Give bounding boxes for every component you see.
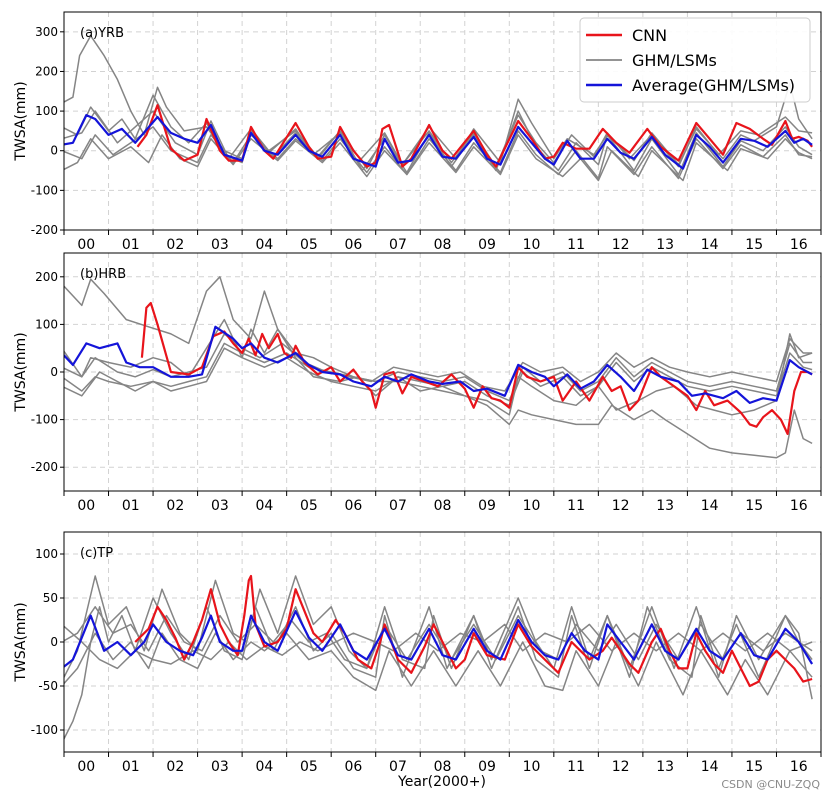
y-tick-label: 0 xyxy=(50,635,58,649)
x-tick-label: 03 xyxy=(211,498,229,514)
x-tick-label: 06 xyxy=(345,498,363,514)
x-tick-label: 15 xyxy=(745,237,763,253)
y-axis-label: TWSA(mm) xyxy=(13,81,29,161)
series-line-average-ghm-lsm-c-1 xyxy=(64,610,814,669)
x-tick-label: 05 xyxy=(300,237,318,253)
x-tick-label: 04 xyxy=(255,498,273,514)
y-tick-label: 0 xyxy=(50,144,58,158)
y-tick-label: 100 xyxy=(35,317,58,331)
series-line-ghm-lsm-b-4 xyxy=(64,342,813,402)
x-tick-label: 11 xyxy=(567,498,585,514)
legend-label: CNN xyxy=(632,26,667,45)
x-tick-label: 14 xyxy=(701,759,719,775)
x-tick-label: 06 xyxy=(345,759,363,775)
series-line-average-ghm-lsm-a-1 xyxy=(64,113,813,170)
panel-b-hrb: -200 -100 0 100 200 00 01 02 03 04 05 06 07 08 09 10 11 1… xyxy=(13,252,822,514)
x-tick-label: 00 xyxy=(77,498,95,514)
x-tick-label: 16 xyxy=(790,237,808,253)
x-tick-label: 11 xyxy=(567,759,585,775)
y-tick-label: -50 xyxy=(38,679,58,693)
panel-title: (b)HRB xyxy=(80,267,126,282)
series-line-cnn-b-0 xyxy=(140,301,813,435)
series-line-ghm-lsm-c-6 xyxy=(64,623,813,670)
x-tick-label: 03 xyxy=(211,237,229,253)
x-tick-label: 07 xyxy=(389,759,407,775)
x-tick-label: 05 xyxy=(300,759,318,775)
watermark: CSDN @CNU-ZQQ xyxy=(721,778,820,791)
x-tick-label: 10 xyxy=(523,237,541,253)
series-line-cnn-c-0 xyxy=(134,574,813,688)
legend: CNN GHM/LSMs Average(GHM/LSMs) xyxy=(579,17,811,103)
y-axis-label: TWSA(mm) xyxy=(13,332,29,412)
x-tick-label: 08 xyxy=(434,237,452,253)
series-line-ghm-lsm-c-5 xyxy=(64,606,813,670)
x-tick-label: 15 xyxy=(745,498,763,514)
x-tick-label: 12 xyxy=(612,237,630,253)
x-tick-label: 08 xyxy=(434,759,452,775)
x-tick-label: 00 xyxy=(77,237,95,253)
x-axis-label: Year(2000+) xyxy=(397,774,486,790)
x-tick-label: 03 xyxy=(211,759,229,775)
y-tick-label: -100 xyxy=(31,183,58,197)
x-tick-label: 06 xyxy=(345,237,363,253)
panel-title: (a)YRB xyxy=(80,26,124,41)
x-tick-label: 00 xyxy=(77,759,95,775)
series-line-ghm-lsm-a-6 xyxy=(64,134,813,182)
x-tick-label: 07 xyxy=(389,498,407,514)
x-tick-label: 10 xyxy=(523,498,541,514)
x-tick-label: 12 xyxy=(612,498,630,514)
x-tick-label: 11 xyxy=(567,237,585,253)
x-tick-label: 15 xyxy=(745,759,763,775)
y-tick-label: 200 xyxy=(35,270,58,284)
legend-label: Average(GHM/LSMs) xyxy=(632,76,795,95)
axes-frame xyxy=(63,11,822,231)
x-tick-label: 05 xyxy=(300,498,318,514)
legend-label: GHM/LSMs xyxy=(632,51,717,70)
legend-box xyxy=(579,17,811,103)
x-tick-label: 08 xyxy=(434,498,452,514)
x-tick-label: 02 xyxy=(166,237,184,253)
x-tick-label: 02 xyxy=(166,498,184,514)
x-tick-label: 14 xyxy=(701,498,719,514)
x-tick-label: 04 xyxy=(255,237,273,253)
panel-c-tp: -100 -50 0 50 100 00 01 02 03 04 05 06 07 08 09 10 11 12 1… xyxy=(13,531,822,775)
x-tick-label: 13 xyxy=(656,759,674,775)
y-axis-label: TWSA(mm) xyxy=(13,602,29,682)
series-line-average-ghm-lsm-b-1 xyxy=(64,325,813,404)
x-tick-label: 01 xyxy=(122,237,140,253)
y-tick-label: -100 xyxy=(31,413,58,427)
y-tick-label: 300 xyxy=(35,25,58,39)
x-tick-label: 13 xyxy=(656,498,674,514)
x-tick-label: 09 xyxy=(478,498,496,514)
series-line-ghm-lsm-a-3 xyxy=(64,94,813,168)
y-tick-label: -200 xyxy=(31,223,58,237)
x-tick-label: 13 xyxy=(656,237,674,253)
series-line-ghm-lsm-b-6 xyxy=(64,333,813,392)
x-tick-label: 09 xyxy=(478,759,496,775)
y-tick-label: -200 xyxy=(31,460,58,474)
x-tick-label: 16 xyxy=(790,498,808,514)
x-tick-label: 01 xyxy=(122,498,140,514)
y-tick-label: 200 xyxy=(35,64,58,78)
series-line-ghm-lsm-b-5 xyxy=(64,347,813,407)
series-line-ghm-lsm-b-2 xyxy=(64,276,813,459)
x-tick-label: 01 xyxy=(122,759,140,775)
x-tick-label: 12 xyxy=(612,759,630,775)
y-tick-label: 100 xyxy=(35,547,58,561)
x-tick-label: 07 xyxy=(389,237,407,253)
x-tick-label: 14 xyxy=(701,237,719,253)
y-tick-label: 50 xyxy=(43,591,58,605)
panel-title: (c)TP xyxy=(80,546,113,561)
y-tick-label: 100 xyxy=(35,104,58,118)
y-tick-label: -100 xyxy=(31,723,58,737)
y-tick-label: 0 xyxy=(50,365,58,379)
x-tick-label: 09 xyxy=(478,237,496,253)
x-tick-label: 02 xyxy=(166,759,184,775)
x-tick-label: 16 xyxy=(790,759,808,775)
x-tick-label: 10 xyxy=(523,759,541,775)
x-tick-label: 04 xyxy=(255,759,273,775)
